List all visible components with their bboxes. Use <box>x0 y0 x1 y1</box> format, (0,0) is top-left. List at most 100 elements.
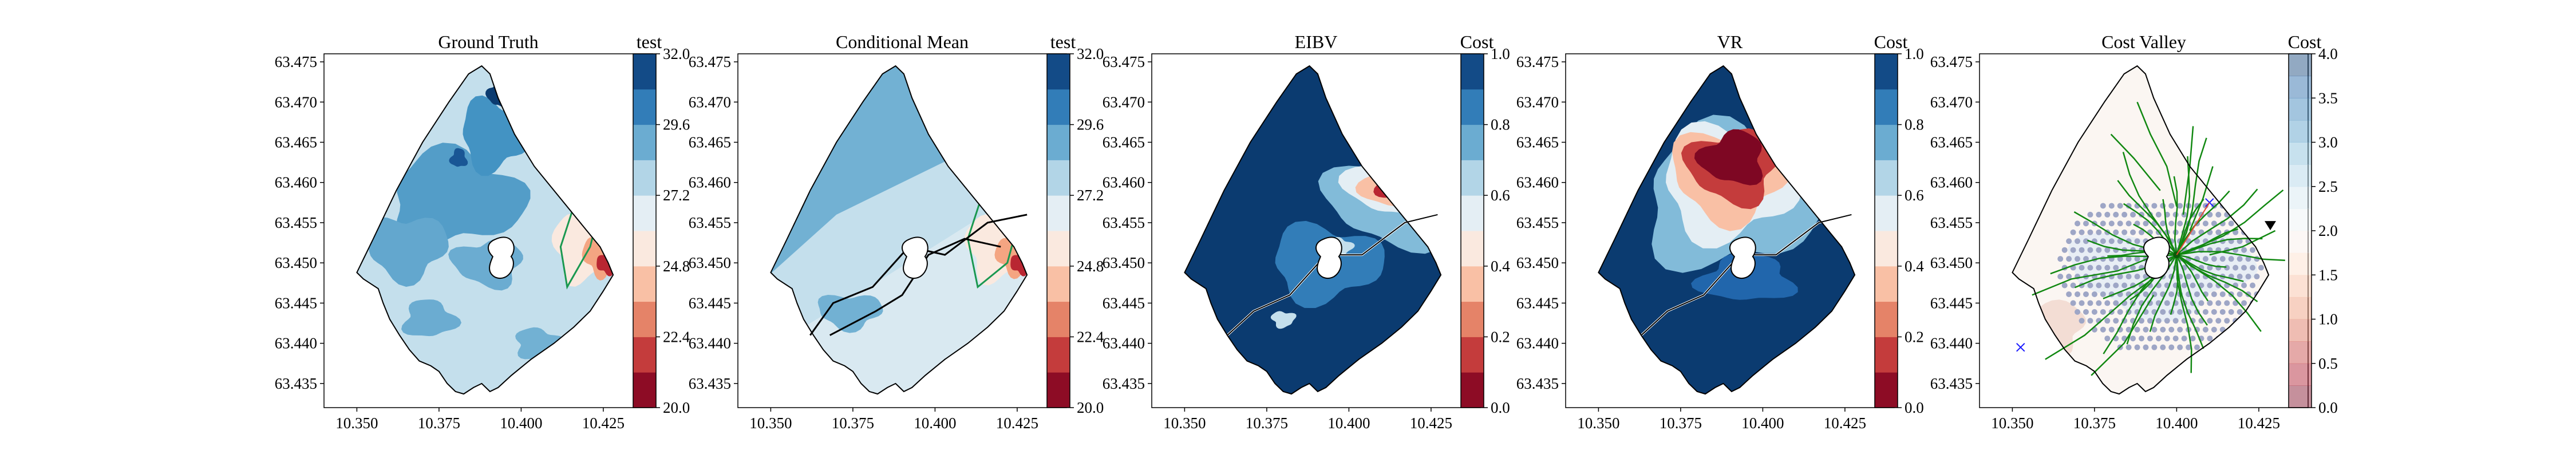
candidate-dot <box>2087 300 2093 306</box>
y-tick-label: 63.475 <box>275 53 317 70</box>
y-tick-label: 63.455 <box>275 214 317 231</box>
tree-branch <box>2209 230 2276 256</box>
colorbar-tick-label: 24.8 <box>663 258 690 275</box>
candidate-dot <box>2096 247 2102 253</box>
tree-branch <box>2176 254 2262 332</box>
x-tick-label: 10.400 <box>2155 414 2198 432</box>
candidate-dot <box>2168 203 2175 209</box>
candidate-dot <box>2219 309 2226 315</box>
colorbar-segment <box>1461 124 1484 160</box>
candidate-dot <box>2249 247 2255 253</box>
candidate-dot <box>2155 211 2162 218</box>
colorbar-tick-label: 0.6 <box>1905 187 1924 204</box>
y-tick-label: 63.460 <box>1930 174 1973 191</box>
colorbar-segment <box>633 54 656 90</box>
candidate-dot <box>2245 256 2251 262</box>
y-tick-label: 63.435 <box>1516 375 1559 392</box>
colorbar-tick-label: 0.0 <box>1491 399 1510 416</box>
candidate-dot <box>2237 309 2243 315</box>
candidate-dot <box>2134 238 2140 244</box>
y-tick-label: 63.465 <box>1930 134 1973 151</box>
y-tick-label: 63.465 <box>1516 134 1559 151</box>
y-tick-label: 63.465 <box>1103 134 1145 151</box>
colorbar-segment <box>1047 54 1070 90</box>
candidate-dot <box>2211 220 2217 227</box>
colorbar-tick-label: 1.0 <box>1491 45 1510 62</box>
y-tick-label: 63.445 <box>689 294 731 311</box>
candidate-dot <box>2096 229 2102 235</box>
candidate-dot <box>2087 282 2093 289</box>
candidate-dot <box>2215 264 2222 271</box>
candidate-dot <box>2070 229 2076 235</box>
x-tick-label: 10.425 <box>2238 414 2280 432</box>
island-hole <box>1729 236 1756 279</box>
colorbar-segment <box>2289 363 2312 386</box>
y-tick-label: 63.455 <box>1103 214 1145 231</box>
candidate-dot <box>2083 220 2089 227</box>
candidate-dot <box>2224 318 2230 324</box>
field-band <box>1355 153 1439 206</box>
candidate-dot <box>2083 291 2089 297</box>
candidate-dot <box>2215 229 2222 235</box>
candidate-dot <box>2061 282 2068 289</box>
candidate-dot <box>2100 291 2106 297</box>
candidate-dot <box>2083 256 2089 262</box>
island-hole <box>902 236 929 279</box>
candidate-dot <box>2143 326 2149 333</box>
y-tick-label: 63.460 <box>1103 174 1145 191</box>
colorbar-segment <box>2289 142 2312 165</box>
candidate-dot <box>2138 335 2144 342</box>
candidate-dot <box>2087 211 2093 218</box>
candidate-dot <box>2066 274 2072 280</box>
x-tick-label: 10.350 <box>1163 414 1206 432</box>
candidate-dot <box>2202 309 2208 315</box>
colorbar-segment <box>1047 337 1070 373</box>
rrt-tree <box>2032 101 2285 376</box>
candidate-dot <box>2202 256 2208 262</box>
colorbar-segment <box>2289 319 2312 342</box>
colorbar-segment <box>1875 372 1898 408</box>
panel-title: Ground Truth <box>438 31 538 52</box>
colorbar-tick-label: 1.0 <box>2318 311 2338 328</box>
candidate-dot <box>2224 300 2230 306</box>
colorbar-segment <box>1875 301 1898 337</box>
candidate-dot <box>2113 282 2119 289</box>
candidate-dot <box>2113 211 2119 218</box>
candidate-dot <box>2096 300 2102 306</box>
y-tick-label: 63.450 <box>1516 254 1559 271</box>
colorbar-tick-label: 0.8 <box>1905 116 1924 133</box>
colorbar-tick-label: 4.0 <box>2318 45 2338 62</box>
high-region <box>365 217 449 287</box>
colorbar-segment <box>2289 208 2312 231</box>
high-region <box>401 299 461 337</box>
candidate-dot <box>2207 318 2213 324</box>
colorbar-segment <box>633 231 656 267</box>
planned-path <box>2176 202 2210 255</box>
colorbar-label: test <box>637 31 662 52</box>
candidate-dot <box>2134 344 2140 350</box>
candidate-dot <box>2075 238 2081 244</box>
candidate-dot <box>2219 256 2226 262</box>
colorbar-segment <box>2289 76 2312 98</box>
candidate-dot <box>2113 318 2119 324</box>
tree-branch <box>2149 254 2178 332</box>
candidate-dot <box>2125 220 2132 227</box>
candidate-dot <box>2087 229 2093 235</box>
candidate-dot <box>2181 335 2187 342</box>
panel-p4: Cost Valley 63.435 63.440 63.445 63.450 63.45… <box>1930 31 2338 432</box>
tree-branch <box>2176 254 2209 302</box>
colorbar-frame <box>1874 53 1898 408</box>
candidate-dot <box>2117 309 2123 315</box>
tree-branch <box>2176 251 2285 262</box>
colorbar-segment <box>2289 341 2312 364</box>
candidate-dot <box>2079 229 2085 235</box>
colorbar-tick-label: 27.2 <box>663 187 690 204</box>
tree-branch <box>2110 133 2161 191</box>
colorbar-segment <box>2289 54 2312 77</box>
tree-branch <box>2173 176 2178 255</box>
candidate-dot <box>2147 335 2153 342</box>
y-tick-label: 63.445 <box>1103 294 1145 311</box>
colorbar-tick-label: 1.0 <box>1905 45 1924 62</box>
